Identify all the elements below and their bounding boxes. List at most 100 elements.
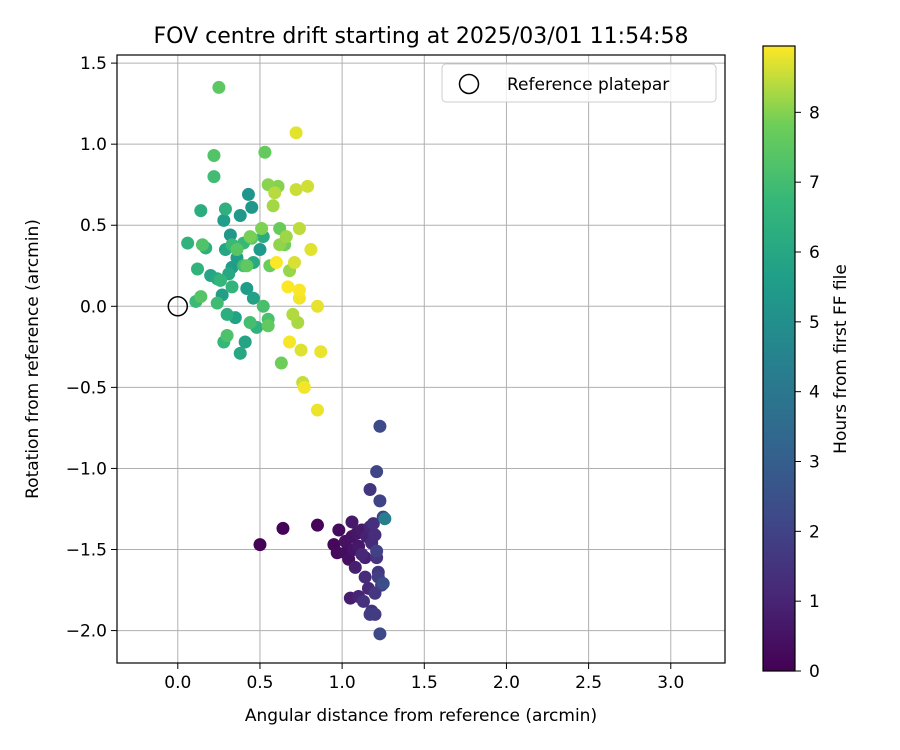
plot-frame [116, 54, 726, 664]
colorbar: 0 1 2 3 4 5 6 7 8 Hours from first FF file [762, 45, 851, 682]
x-tick-label: 0.0 [164, 673, 191, 693]
colorbar-tick-label: 5 [809, 313, 820, 333]
data-point [238, 335, 252, 349]
legend-box [441, 63, 717, 103]
reference-point [167, 296, 189, 317]
data-point [243, 230, 257, 244]
data-point [269, 256, 283, 270]
data-point [240, 259, 254, 273]
y-tick-label: 0.5 [80, 216, 107, 236]
data-point [373, 627, 387, 641]
colorbar-tick-label: 6 [809, 243, 820, 263]
data-point [195, 238, 209, 252]
data-point [246, 291, 260, 305]
data-point [217, 213, 231, 227]
x-axis-label: Angular distance from reference (arcmin) [245, 706, 597, 726]
colorbar-tick-label: 0 [809, 662, 820, 682]
data-point [292, 221, 306, 235]
colorbar-tick-label: 7 [809, 173, 820, 193]
data-point [194, 290, 208, 304]
data-point [233, 346, 247, 360]
colorbar-ticks: 0 1 2 3 4 5 6 7 8 [795, 103, 820, 682]
data-point [223, 228, 237, 242]
data-point [363, 483, 377, 497]
y-tick-label: 1.5 [80, 54, 107, 74]
x-tick-label: 0.5 [246, 673, 273, 693]
data-point [310, 403, 324, 417]
data-point [256, 299, 270, 313]
data-point [283, 335, 297, 349]
legend: Reference platepar [441, 63, 717, 103]
chart-title: FOV centre drift starting at 2025/03/01 … [154, 24, 689, 49]
colorbar-tick-label: 2 [809, 522, 820, 542]
colorbar-tick-label: 8 [809, 103, 820, 123]
x-tick-label: 1.5 [411, 673, 438, 693]
colorbar-tick-label: 3 [809, 453, 820, 473]
data-point [268, 186, 282, 200]
grid-lines [117, 55, 725, 663]
data-point [301, 179, 315, 193]
data-point [274, 356, 288, 370]
data-point [207, 149, 221, 163]
data-point [376, 577, 390, 591]
y-tick-label: −2.0 [66, 622, 107, 642]
data-point [243, 316, 257, 330]
colorbar-tick-label: 4 [809, 383, 820, 403]
data-point [220, 307, 234, 321]
data-point [368, 528, 382, 542]
data-point [210, 296, 224, 310]
data-point [345, 515, 359, 529]
data-point [207, 170, 221, 184]
data-point [332, 523, 346, 537]
data-point [281, 280, 295, 294]
reference-marker [167, 296, 189, 317]
data-point [276, 521, 290, 535]
x-tick-label: 2.0 [493, 673, 520, 693]
x-axis-ticks: 0.0 0.5 1.0 1.5 2.0 2.5 3.0 [164, 663, 684, 693]
data-point [358, 570, 372, 584]
data-point [233, 209, 247, 223]
y-tick-label: −0.5 [66, 378, 107, 398]
data-point [373, 494, 387, 508]
data-point [370, 465, 384, 479]
data-point [286, 307, 300, 321]
data-point [356, 594, 370, 608]
y-tick-label: 0.0 [80, 297, 107, 317]
legend-entry-label: Reference platepar [507, 75, 669, 95]
data-point [261, 319, 275, 333]
data-point [294, 343, 308, 357]
data-point [220, 328, 234, 342]
data-point [297, 380, 311, 394]
data-point [218, 202, 232, 216]
colorbar-label: Hours from first FF file [831, 264, 851, 454]
y-axis-ticks: −2.0 −1.5 −1.0 −0.5 0.0 0.5 1.0 1.5 [66, 54, 117, 642]
scatter-points [181, 80, 392, 641]
colorbar-tick-label: 1 [809, 592, 820, 612]
data-point [253, 538, 267, 552]
data-point [304, 243, 318, 257]
y-tick-label: −1.0 [66, 459, 107, 479]
data-point [373, 419, 387, 433]
data-point [310, 299, 324, 313]
data-point [194, 204, 208, 218]
data-point [212, 80, 226, 94]
data-point [225, 280, 239, 294]
data-point [289, 126, 303, 140]
data-point [355, 547, 369, 561]
x-tick-label: 2.5 [575, 673, 602, 693]
x-tick-label: 3.0 [657, 673, 684, 693]
data-point [240, 281, 254, 295]
data-point [241, 187, 255, 201]
x-tick-label: 1.0 [329, 673, 356, 693]
data-point [191, 262, 205, 276]
data-point [292, 283, 306, 297]
data-point [363, 607, 377, 621]
data-point [287, 256, 301, 270]
data-point [289, 183, 303, 197]
y-tick-label: −1.5 [66, 541, 107, 561]
data-point [366, 517, 380, 531]
y-axis-label: Rotation from reference (arcmin) [23, 219, 43, 499]
data-point [378, 512, 392, 526]
data-point [181, 236, 195, 250]
